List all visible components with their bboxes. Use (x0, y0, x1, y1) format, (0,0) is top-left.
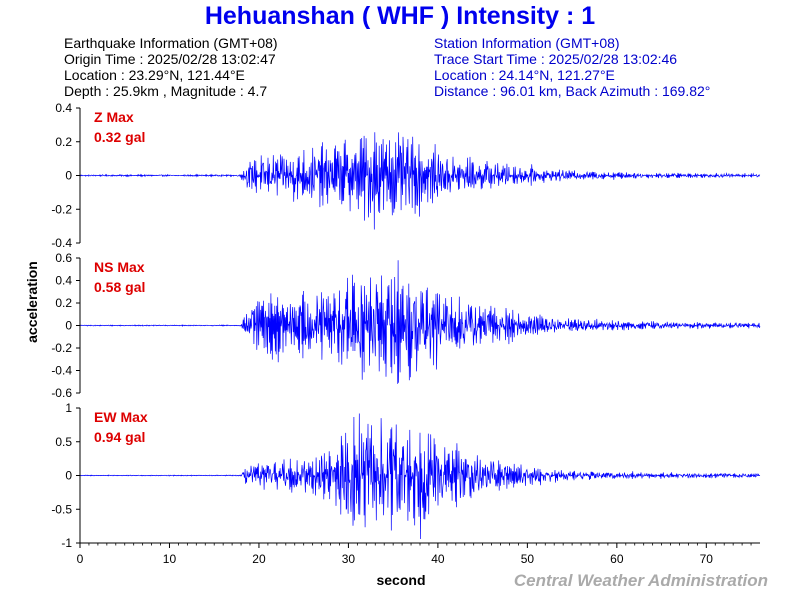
y-axis-title: acceleration (24, 261, 40, 343)
earthquake-info-heading: Earthquake Information (GMT+08) (64, 35, 278, 51)
y-tick-label: 0.2 (55, 135, 72, 149)
x-tick-label: 60 (610, 552, 624, 566)
max-title-z: Z Max (94, 109, 134, 125)
max-value-ew: 0.94 gal (94, 429, 145, 445)
waveform-z (79, 132, 761, 230)
y-tick-label: -1 (61, 536, 72, 550)
x-tick-label: 50 (521, 552, 535, 566)
earthquake-info: Earthquake Information (GMT+08) Origin T… (64, 35, 278, 99)
station-location: Location : 24.14°N, 121.27°E (434, 67, 615, 83)
waveform-ns (79, 260, 761, 384)
max-value-z: 0.32 gal (94, 129, 145, 145)
x-tick-label: 30 (342, 552, 356, 566)
x-axis-title: second (376, 572, 425, 588)
y-tick-label: -0.2 (51, 202, 72, 216)
station-info-heading: Station Information (GMT+08) (434, 35, 620, 51)
credit-text: Central Weather Administration (514, 571, 768, 590)
max-title-ew: EW Max (94, 409, 148, 425)
trace-start-time: Trace Start Time : 2025/02/28 13:02:46 (434, 51, 678, 67)
y-tick-label: 0.6 (55, 251, 72, 265)
x-tick-label: 40 (431, 552, 445, 566)
max-title-ns: NS Max (94, 259, 145, 275)
y-tick-label: -0.6 (51, 386, 72, 400)
station-info: Station Information (GMT+08) Trace Start… (434, 35, 710, 99)
y-tick-label: -0.2 (51, 341, 72, 355)
panels-group: -0.4 -0.2 0 0.2 0.4 Z Max 0.32 gal -0.6 -0.4 -0.2… (51, 101, 761, 550)
x-tick-label: 20 (252, 552, 266, 566)
waveform-ew (80, 413, 761, 540)
y-tick-label: 1 (65, 401, 72, 415)
origin-time: Origin Time : 2025/02/28 13:02:47 (64, 51, 276, 67)
epicenter-location: Location : 23.29°N, 121.44°E (64, 67, 245, 83)
panel-ns: -0.6 -0.4 -0.2 0 0.2 0.4 0.6 NS Max 0.58 gal (51, 251, 761, 400)
max-value-ns: 0.58 gal (94, 279, 145, 295)
y-tick-label: 0.4 (55, 101, 72, 115)
x-tick-label: 0 (77, 552, 84, 566)
y-tick-label: -0.4 (51, 236, 72, 250)
x-tick-label: 70 (700, 552, 714, 566)
y-tick-label: -0.5 (51, 502, 72, 516)
depth-magnitude: Depth : 25.9km , Magnitude : 4.7 (64, 83, 268, 99)
y-tick-label: 0 (65, 469, 72, 483)
y-tick-label: 0.5 (55, 435, 72, 449)
y-tick-label: -0.4 (51, 364, 72, 378)
x-tick-label: 10 (163, 552, 177, 566)
x-axis: 0 10 20 30 40 50 60 70 (77, 542, 760, 566)
y-tick-label: 0 (65, 319, 72, 333)
y-tick-label: 0 (65, 169, 72, 183)
y-tick-label: 0.2 (55, 296, 72, 310)
panel-ew: -1 -0.5 0 0.5 1 EW Max 0.94 gal (51, 401, 761, 550)
panel-z: -0.4 -0.2 0 0.2 0.4 Z Max 0.32 gal (51, 101, 761, 250)
distance-azimuth: Distance : 96.01 km, Back Azimuth : 169.… (434, 83, 711, 99)
y-tick-label: 0.4 (55, 274, 72, 288)
chart-title: Hehuanshan ( WHF ) Intensity : 1 (204, 2, 596, 30)
